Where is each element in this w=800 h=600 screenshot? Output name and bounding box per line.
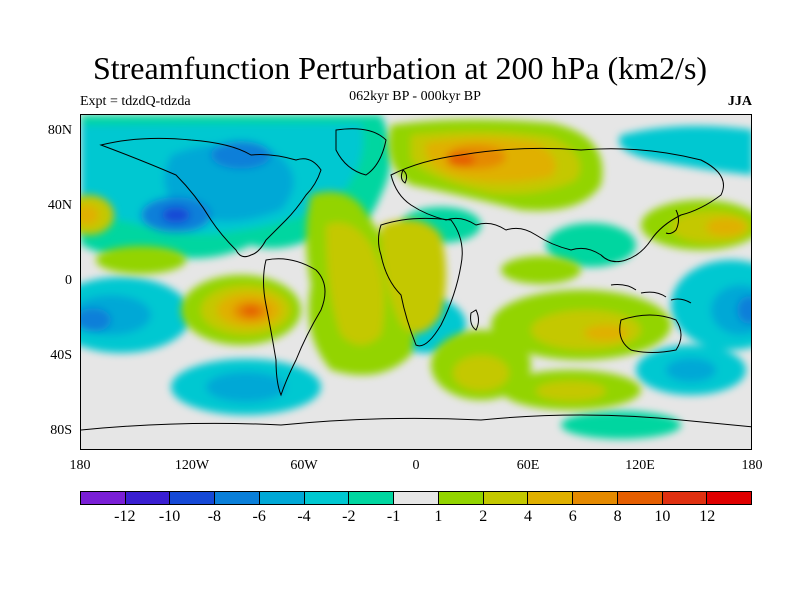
pos-central-asia xyxy=(501,256,581,284)
colorbar-swatch xyxy=(394,492,439,504)
colorbar-label: -1 xyxy=(386,508,401,525)
neg-east-pacific-right-core xyxy=(711,285,751,335)
pos-southern-band-mid xyxy=(536,381,606,401)
colorbar-label: -4 xyxy=(297,508,311,525)
colorbar-swatch xyxy=(617,492,663,504)
colorbar-label: 12 xyxy=(699,508,716,525)
pos-atlantic-band-mid xyxy=(326,222,385,345)
x-tick-180e: 180 xyxy=(741,458,763,473)
colorbar-label: -2 xyxy=(342,508,356,525)
colorbar-label: 6 xyxy=(568,508,577,525)
colorbar-swatch xyxy=(662,492,708,504)
neg-southern-strip xyxy=(561,411,681,439)
colorbar-swatch xyxy=(438,492,484,504)
positive-anomalies xyxy=(81,119,751,410)
coast-madagascar xyxy=(470,309,479,331)
pos-pacific-mid xyxy=(96,246,186,274)
coast-greenland xyxy=(335,128,387,176)
colorbar-label: 1 xyxy=(434,508,443,525)
pos-africa-band xyxy=(381,219,446,333)
coast-antarctica xyxy=(81,414,751,431)
pos-south-america-core2 xyxy=(242,306,260,316)
map-panel xyxy=(80,114,752,450)
pos-indian-ocean-core xyxy=(584,325,628,341)
colorbar-swatch xyxy=(304,492,350,504)
chart-title: Streamfunction Perturbation at 200 hPa (… xyxy=(92,50,708,86)
season-label: JJA xyxy=(727,94,752,109)
colorbar-swatch xyxy=(349,492,395,504)
x-tick-60w: 60W xyxy=(290,458,318,473)
y-tick-40s: 40S xyxy=(50,348,72,363)
coast-australia xyxy=(619,314,682,353)
pos-eurasia-core2 xyxy=(447,153,475,167)
colorbar-label: 2 xyxy=(479,508,488,525)
neg-east-pacific-right-core2 xyxy=(737,296,751,324)
coast-japan xyxy=(665,209,679,235)
neg-asia-tropical xyxy=(546,223,636,267)
coastlines xyxy=(81,128,751,431)
x-tick-180w: 180 xyxy=(69,458,91,473)
map-field xyxy=(81,115,751,449)
colorbar xyxy=(80,491,752,505)
colorbar-swatch xyxy=(125,492,171,504)
pos-pacific-north-left-core xyxy=(81,205,99,225)
coast-africa xyxy=(378,217,463,347)
y-tick-0: 0 xyxy=(65,273,72,288)
colorbar-label: 4 xyxy=(524,508,532,525)
y-tick-80s: 80S xyxy=(50,423,72,438)
x-tick-60e: 60E xyxy=(516,458,540,473)
x-tick-120w: 120W xyxy=(174,458,210,473)
experiment-label: Expt = tdzdQ-tdzda xyxy=(80,94,191,109)
colorbar-swatch xyxy=(528,492,574,504)
colorbar-label: 10 xyxy=(654,508,671,525)
coast-south-america xyxy=(263,258,326,397)
colorbar-label: -12 xyxy=(114,508,136,525)
colorbar-swatch xyxy=(707,492,752,504)
colorbar-label: -10 xyxy=(158,508,181,525)
colorbar-label: -6 xyxy=(252,508,266,525)
x-tick-0: 0 xyxy=(412,458,420,473)
neg-canada-core xyxy=(211,141,271,169)
colorbar-swatch xyxy=(573,492,618,504)
y-tick-40n: 40N xyxy=(47,198,72,213)
pos-south-atlantic-mid xyxy=(453,355,509,391)
x-tick-120e: 120E xyxy=(625,458,655,473)
colorbar-label: -8 xyxy=(207,508,222,525)
colorbar-swatch xyxy=(215,492,260,504)
colorbar-label: 8 xyxy=(613,508,622,525)
neg-npacific-core2 xyxy=(162,207,190,223)
neg-arctic-right xyxy=(619,126,751,175)
neg-south-pacific-core xyxy=(206,372,286,402)
colorbar-swatch xyxy=(483,492,529,504)
coast-north-america xyxy=(99,137,322,258)
y-tick-80n: 80N xyxy=(47,123,72,138)
coast-indonesia xyxy=(610,284,692,304)
colorbar-swatch xyxy=(81,492,126,504)
neg-west-pacific-core xyxy=(81,308,111,332)
coast-eurasia xyxy=(390,147,724,263)
chart-subtitle: 062kyr BP - 000kyr BP xyxy=(349,89,481,104)
colorbar-swatch xyxy=(259,492,305,504)
coast-uk xyxy=(400,169,408,184)
pos-west-pacific-core xyxy=(706,218,746,236)
neg-indian-south-core xyxy=(666,358,716,382)
colorbar-swatch xyxy=(170,492,216,504)
